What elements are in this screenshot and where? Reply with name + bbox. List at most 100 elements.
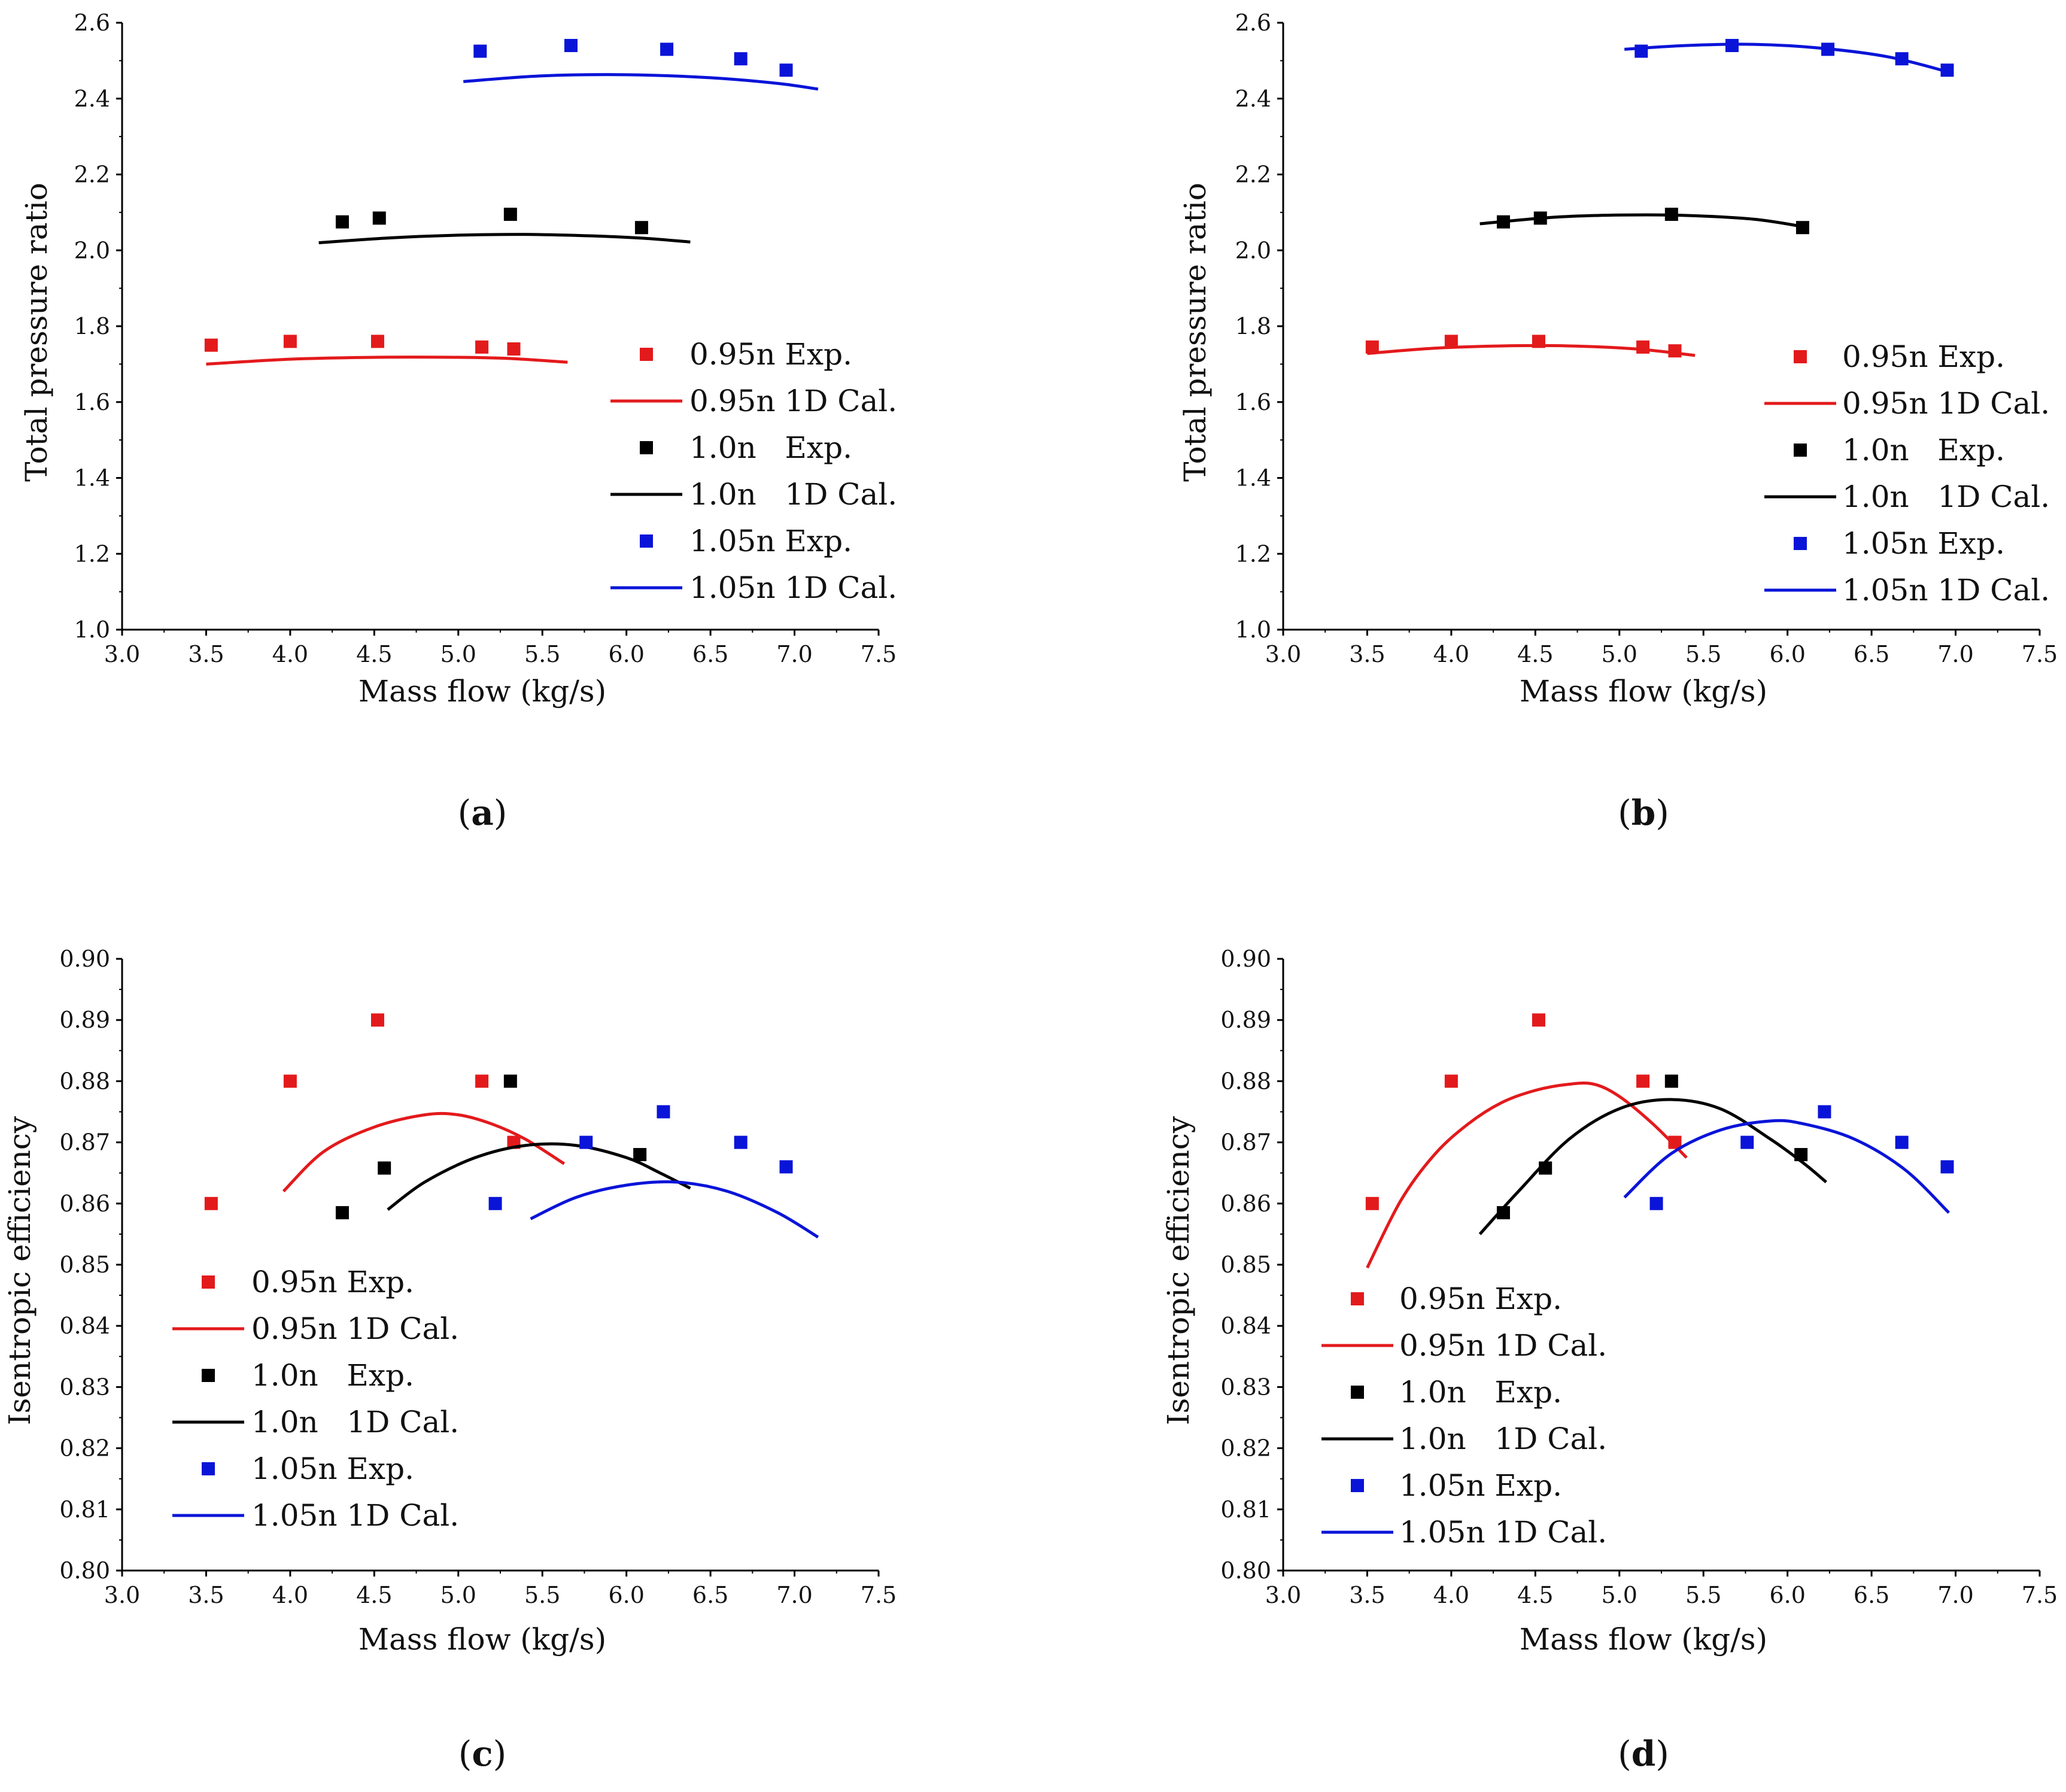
data-point [378, 1161, 391, 1175]
legend-label: 1.0n Exp. [251, 1358, 414, 1393]
data-point [1895, 1135, 1909, 1149]
y-tick-label: 0.83 [59, 1374, 110, 1400]
legend: 0.95n Exp. 0.95n 1D Cal. 1.0n Exp. 1.0n 1D … [610, 337, 897, 605]
legend-label: 1.0n Exp. [1399, 1375, 1562, 1410]
y-tick-label: 1.4 [1235, 465, 1271, 491]
x-tick-label: 6.0 [1769, 1582, 1805, 1608]
x-tick-label: 7.0 [776, 641, 812, 667]
legend-label: 0.95n 1D Cal. [689, 384, 897, 418]
legend: 0.95n Exp. 0.95n 1D Cal. 1.0n Exp. 1.0n 1D … [1321, 1281, 1607, 1550]
legend-marker-swatch [640, 534, 653, 548]
legend-label: 1.05n 1D Cal. [1842, 573, 2050, 608]
data-point [1818, 1105, 1831, 1119]
x-tick-label: 3.0 [1265, 641, 1301, 667]
x-tick-label: 7.0 [776, 1582, 812, 1608]
x-tick-label: 6.5 [1854, 1582, 1889, 1608]
data-point [734, 52, 748, 66]
y-tick-label: 0.82 [59, 1435, 110, 1462]
series-line-1 [1366, 1082, 1688, 1269]
data-point [1664, 1074, 1678, 1088]
panel-label: (d) [1618, 1733, 1669, 1774]
legend-label: 0.95n 1D Cal. [1399, 1328, 1607, 1363]
data-point [283, 1074, 297, 1088]
legend-marker-swatch [202, 1275, 215, 1289]
x-tick-label: 6.0 [1769, 641, 1805, 667]
legend-marker-swatch [1794, 444, 1807, 457]
data-point [1668, 1135, 1682, 1149]
series-line-5 [463, 73, 819, 91]
y-tick-label: 2.2 [1235, 162, 1271, 188]
y-tick-label: 0.82 [1220, 1435, 1271, 1462]
y-tick-label: 2.0 [74, 237, 110, 263]
x-tick-label: 5.0 [1602, 641, 1637, 667]
legend-label: 1.05n 1D Cal. [251, 1498, 459, 1533]
x-tick-label: 3.5 [1349, 641, 1385, 667]
x-tick-label: 3.5 [188, 641, 224, 667]
series-line-3 [318, 233, 691, 245]
data-point [372, 211, 386, 225]
panel-label: (b) [1618, 792, 1669, 833]
y-tick-label: 0.84 [1220, 1313, 1271, 1339]
y-tick-label: 0.80 [59, 1557, 110, 1584]
y-tick-label: 0.88 [1220, 1068, 1271, 1094]
data-point [579, 1135, 593, 1149]
x-tick-label: 4.5 [1517, 641, 1553, 667]
y-axis-title: Isentropic efficiency [2, 1116, 37, 1425]
y-tick-label: 2.2 [74, 162, 110, 188]
legend-label: 0.95n Exp. [251, 1265, 414, 1299]
x-tick-label: 5.0 [440, 641, 476, 667]
y-tick-label: 1.6 [74, 389, 110, 415]
y-tick-label: 2.4 [74, 86, 110, 112]
data-point [370, 335, 384, 348]
data-point [734, 1135, 748, 1149]
data-point [660, 42, 674, 56]
data-point [1444, 335, 1458, 348]
data-point [1636, 340, 1650, 354]
legend-label: 1.0n 1D Cal. [1399, 1422, 1607, 1456]
legend-label: 1.05n Exp. [689, 524, 852, 558]
chart-panel-a: 3.0 3.5 4.0 4.5 5.0 5.5 6.0 6.5 7.0 7.5 1.0 1.2 1.4 1… [19, 10, 897, 833]
x-tick-label: 4.0 [272, 1582, 308, 1608]
data-point [503, 1074, 517, 1088]
data-point [475, 1074, 489, 1088]
x-axis-title: Mass flow (kg/s) [358, 674, 606, 709]
y-tick-label: 1.8 [1235, 313, 1271, 339]
y-tick-label: 0.84 [59, 1313, 110, 1339]
x-tick-label: 3.0 [104, 1582, 140, 1608]
legend-label: 1.0n 1D Cal. [1842, 479, 2050, 514]
series-line-1 [1367, 344, 1696, 357]
series-line-3 [1478, 1098, 1827, 1235]
x-tick-label: 4.0 [1433, 641, 1469, 667]
x-tick-label: 5.5 [524, 1582, 560, 1608]
y-axis-title: Total pressure ratio [1178, 183, 1213, 482]
x-tick-label: 4.5 [356, 1582, 392, 1608]
legend-marker-swatch [1351, 1386, 1364, 1399]
y-tick-label: 2.0 [1235, 237, 1271, 263]
y-tick-label: 1.0 [1235, 616, 1271, 643]
legend-label: 0.95n Exp. [689, 337, 852, 372]
y-tick-label: 0.90 [59, 946, 110, 972]
x-tick-label: 5.0 [1602, 1582, 1637, 1608]
panel-label: (c) [458, 1733, 507, 1774]
y-tick-label: 2.6 [1235, 10, 1271, 36]
data-point [507, 342, 521, 356]
legend-label: 1.0n 1D Cal. [689, 477, 897, 512]
data-point [473, 44, 487, 58]
chart-panel-d: 3.0 3.5 4.0 4.5 5.0 5.5 6.0 6.5 7.0 7.5 0.80 0.81 0.… [1161, 946, 2058, 1774]
y-tick-label: 1.6 [1235, 389, 1271, 415]
x-tick-label: 3.5 [1349, 1582, 1385, 1608]
chart-panel-b: 3.0 3.5 4.0 4.5 5.0 5.5 6.0 6.5 7.0 7.5 1.0 1.2 1.4 1… [1178, 10, 2058, 833]
y-tick-label: 0.85 [1220, 1252, 1271, 1278]
legend-label: 1.05n Exp. [1842, 526, 2005, 561]
legend-marker-swatch [1351, 1479, 1364, 1492]
y-tick-label: 2.4 [1235, 86, 1271, 112]
data-point [1444, 1074, 1458, 1088]
legend-marker-swatch [1351, 1292, 1364, 1305]
x-tick-label: 5.0 [440, 1582, 476, 1608]
series-line-5 [530, 1180, 819, 1239]
legend-label: 0.95n 1D Cal. [251, 1311, 459, 1346]
y-tick-label: 0.81 [1220, 1496, 1271, 1523]
data-point [335, 1206, 349, 1220]
data-point [1365, 1196, 1379, 1210]
